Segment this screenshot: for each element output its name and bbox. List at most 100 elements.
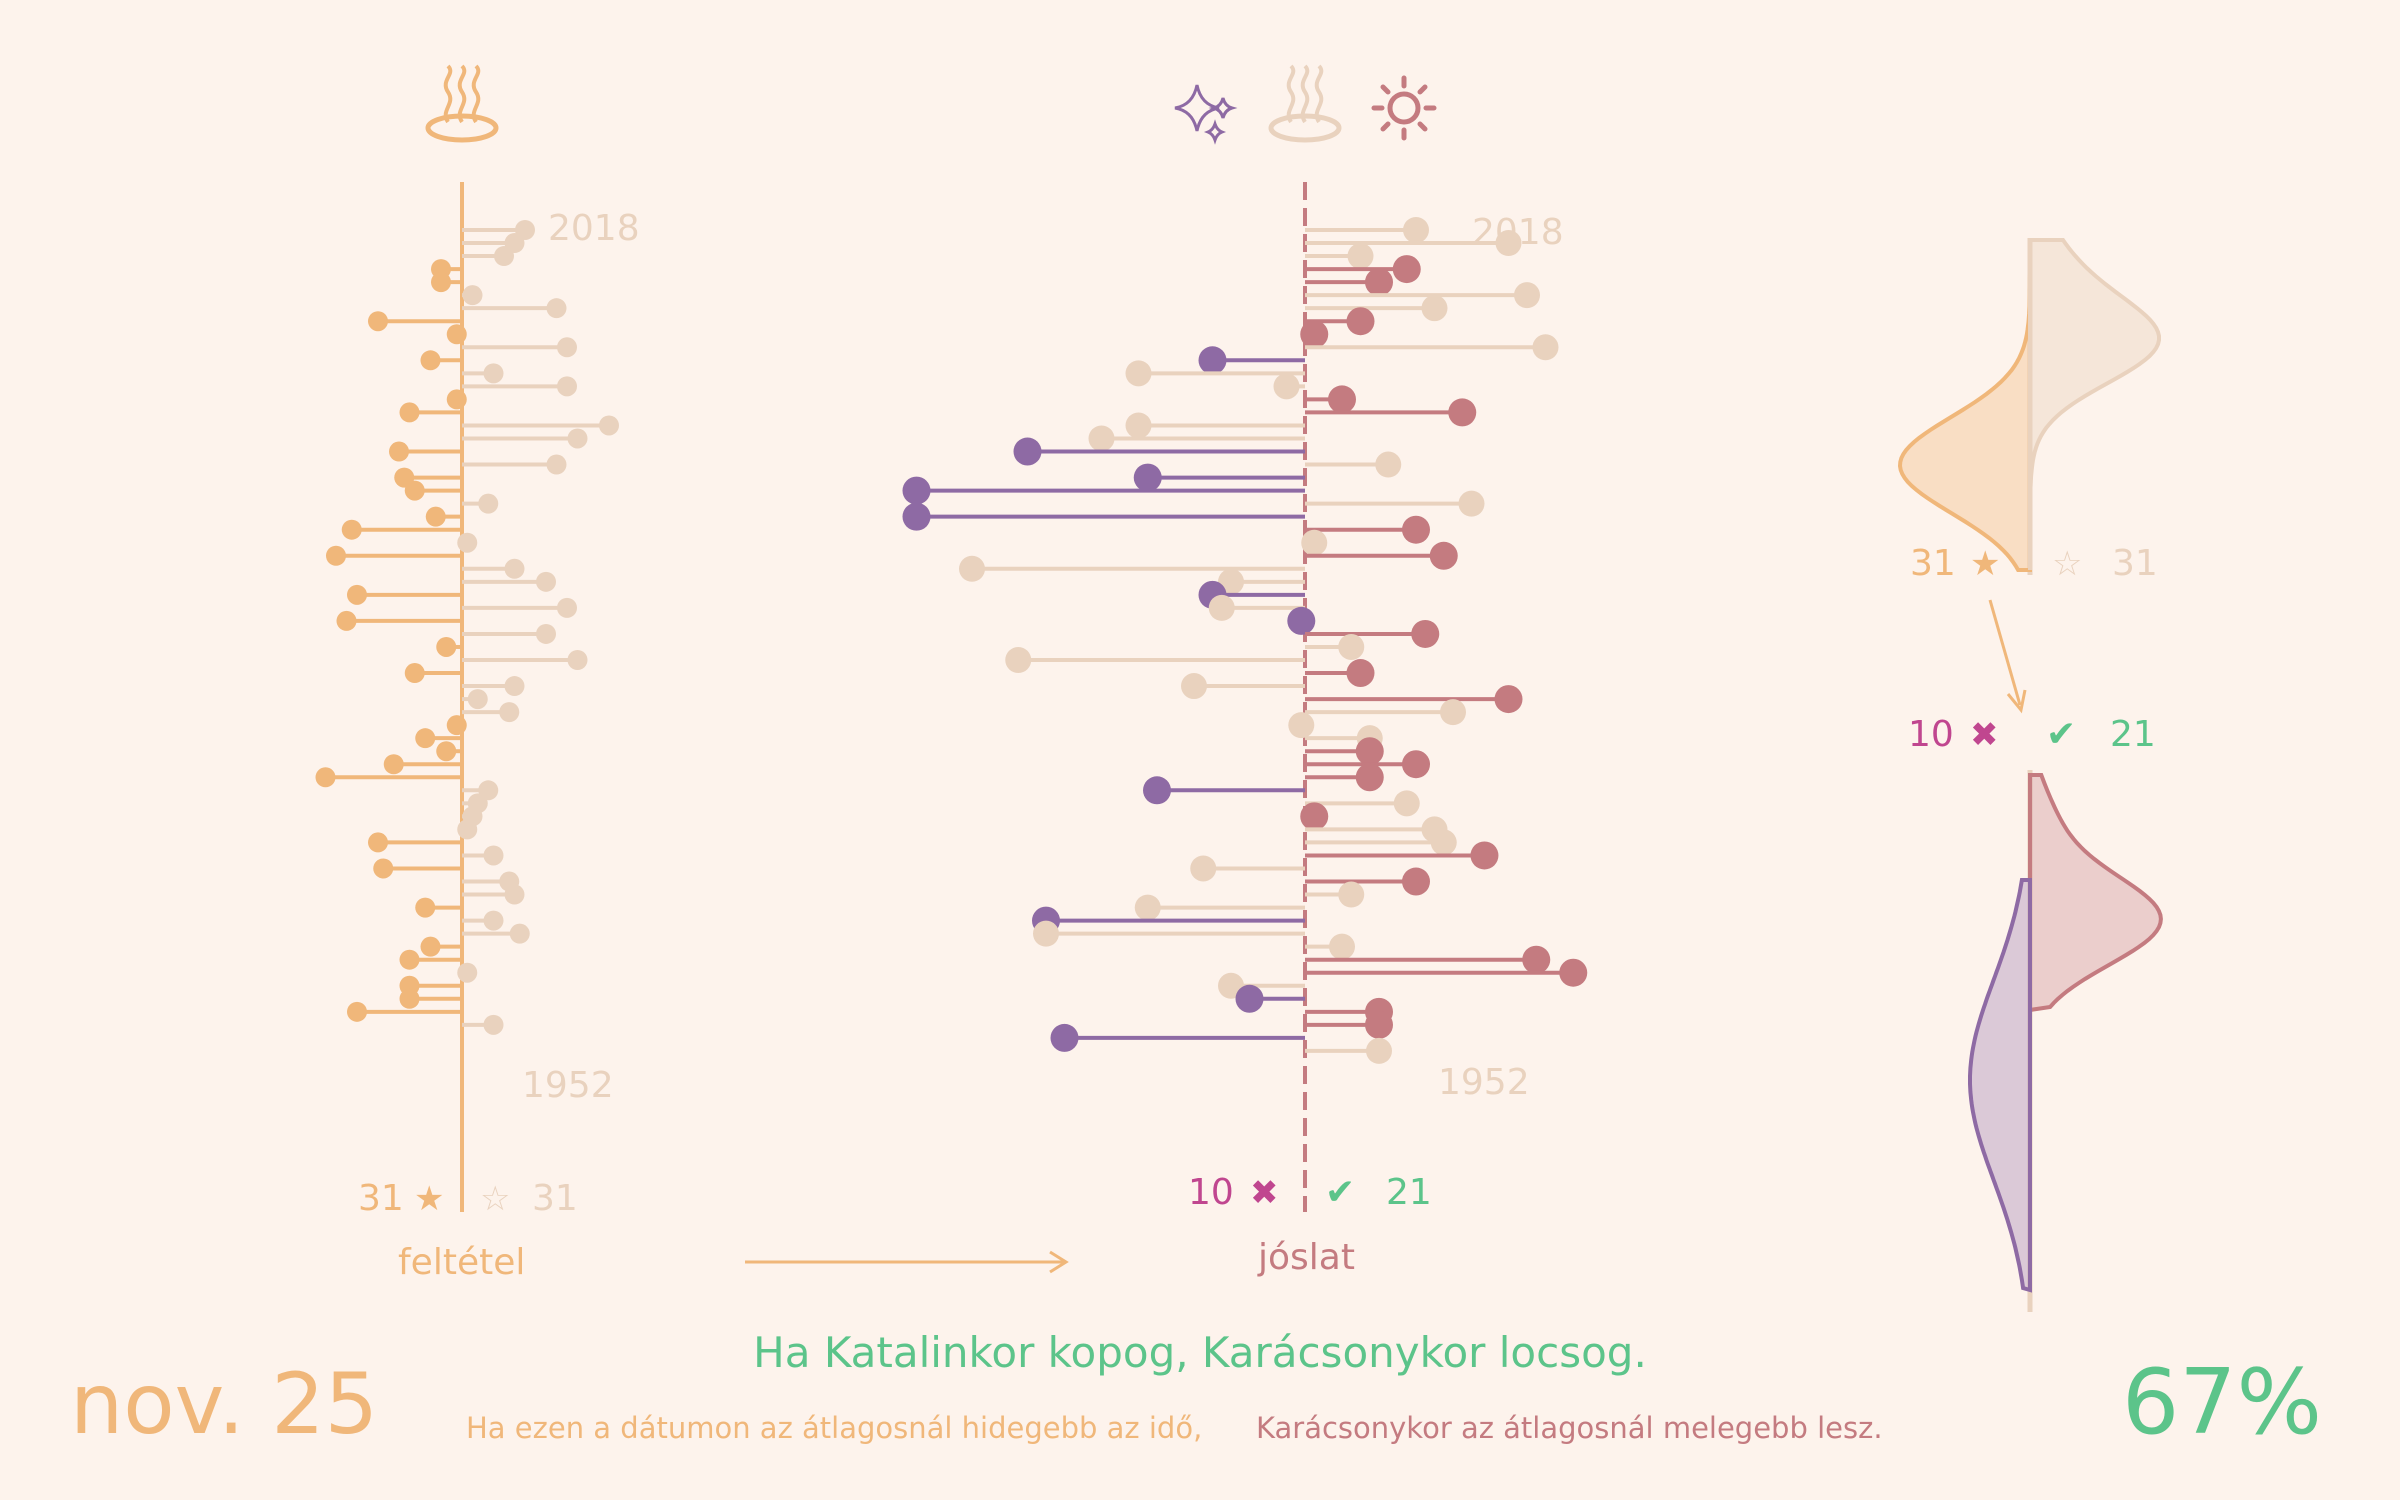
prediction-point [1181,673,1207,700]
condition-point [446,324,467,345]
date-label: nov. 25 [70,1355,379,1453]
count-prediction-miss: 10 [1908,714,1954,755]
prediction-point [1494,685,1523,714]
condition-point [546,298,567,319]
count-condition-met: 31 [1910,543,1956,584]
count-prediction-hit: 21 [2110,714,2156,755]
prediction-point [1421,295,1448,322]
prediction-point [1005,647,1032,673]
sparkles-icon [1174,84,1238,145]
condition-point [462,285,483,306]
prediction-point [1288,712,1315,739]
prediction-point [1411,619,1440,648]
prediction-point [1532,334,1559,361]
condition-point [504,676,525,697]
count-condition-not-met: 31 [532,1178,578,1219]
prediction-point [1033,920,1059,947]
prediction-point [1402,515,1430,544]
prediction-point [1392,255,1421,284]
prediction-point [959,555,985,582]
year-label-bottom: 1952 [1438,1062,1530,1103]
prediction-point [1125,360,1152,387]
sun-icon [1371,75,1437,141]
count-prediction-miss: 10 [1188,1172,1234,1213]
condition-point [546,454,567,475]
condition-point [446,715,467,736]
prediction-point [1328,385,1356,414]
count-condition-not-met: 31 [2112,543,2158,584]
explanation-condition: Ha ezen a dátumon az átlagosnál hidegebb… [466,1411,1203,1445]
explanation-prediction: Karácsonykor az átlagosnál melegebb lesz… [1256,1411,1883,1445]
condition-point [536,623,556,644]
prediction-point [1430,829,1457,856]
condition-point [347,584,367,605]
cross-icon: ✖ [1250,1173,1279,1213]
condition-panel [315,182,619,1212]
condition-point [425,506,446,527]
prediction-point [1273,373,1300,400]
condition-point [368,311,388,332]
condition-point [399,988,420,1009]
condition-point [404,663,425,684]
cross-icon: ✖ [1970,715,1999,755]
prediction-point [1346,307,1375,336]
prediction-point [1338,881,1365,908]
prediction-point [1448,398,1477,427]
condition-point [483,1014,504,1035]
prediction-point [1088,425,1115,452]
condition-point [467,689,488,710]
prediction-label: jóslat [1258,1237,1355,1278]
condition-point [404,480,425,501]
prediction-point [1198,346,1227,375]
star-filled-icon: ★ [414,1179,444,1219]
condition-point [399,949,420,970]
prediction-point [1495,230,1522,257]
condition-point [436,636,457,657]
condition-point [478,493,499,514]
prediction-point [1440,699,1466,726]
condition-point [557,597,577,618]
prediction-point [1143,776,1171,805]
prediction-point [1365,1010,1393,1039]
proverb-title: Ha Katalinkor kopog, Karácsonykor locsog… [753,1328,1647,1377]
condition-point [567,428,588,449]
prediction-point [1133,463,1162,492]
prediction-point [1347,243,1374,270]
prediction-point [1050,1023,1079,1052]
year-label-top: 2018 [1472,212,1564,253]
condition-point [509,923,530,944]
prediction-point [1403,217,1429,243]
prediction-point [1365,268,1393,297]
prediction-point [902,476,931,505]
condition-point [499,702,520,723]
prediction-point [1300,320,1329,349]
condition-not-met-density [2028,238,2161,570]
condition-point [557,337,577,358]
condition-point [399,402,420,423]
condition-point [341,519,362,540]
condition-point [420,350,441,371]
prediction-point [1208,594,1235,621]
prediction-point [1402,867,1430,896]
condition-point [536,571,556,592]
prediction-point [1458,490,1485,517]
prediction-point [902,502,931,531]
condition-point [483,910,504,931]
condition-point [431,272,451,293]
condition-point [457,532,478,553]
check-icon: ✔ [2046,714,2076,755]
condition-point [483,845,504,866]
check-icon: ✔ [1325,1172,1355,1213]
condition-point [446,389,467,410]
prediction-point [1393,790,1420,817]
prediction-point [1470,841,1499,870]
condition-point [483,363,504,384]
condition-point [389,441,409,462]
condition-label: feltétel [398,1242,526,1283]
condition-point [599,415,619,436]
prediction-point [1366,1037,1392,1064]
prediction-point [1559,958,1588,987]
condition-point [504,884,525,905]
star-filled-icon: ★ [1970,544,2000,584]
